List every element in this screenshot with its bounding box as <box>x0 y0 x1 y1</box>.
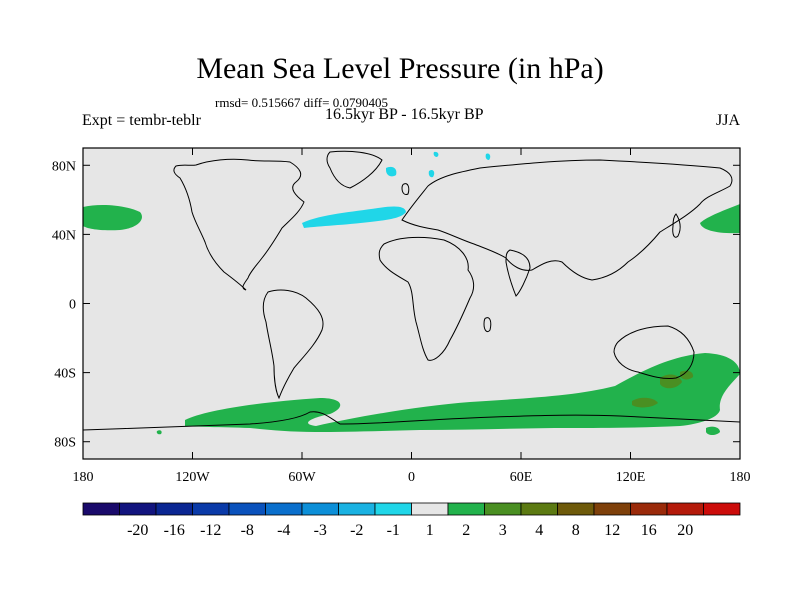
coastlines <box>83 150 740 431</box>
colorbar-swatch <box>593 502 631 516</box>
coast-europe-asia <box>401 159 733 281</box>
colorbar-swatch <box>119 502 157 516</box>
colorbar-label: 2 <box>462 522 470 539</box>
colorbar-label: -16 <box>164 522 185 539</box>
anomaly-olive-south-indian-3 <box>632 397 658 408</box>
coast-madagascar <box>483 317 492 333</box>
colorbar-swatch <box>703 502 741 516</box>
colorbar-swatch <box>374 502 412 516</box>
colorbar-label: -4 <box>277 522 290 539</box>
coast-japan <box>672 213 681 238</box>
colorbar-label: 12 <box>604 522 620 539</box>
colorbar-swatch <box>411 502 449 516</box>
coast-antarctica <box>83 411 740 431</box>
x-tick-label: 120E <box>616 470 646 485</box>
colorbar-label: 20 <box>677 522 693 539</box>
colorbar-label: -1 <box>387 522 400 539</box>
x-axis: 180 120W 60W 0 60E 120E 180 <box>73 148 751 485</box>
anomaly-cyan-svalbard <box>433 151 439 157</box>
colorbar-swatch <box>155 502 193 516</box>
x-tick-label: 180 <box>730 470 751 485</box>
x-tick-label: 60E <box>510 470 533 485</box>
anomaly-olive-south-indian-2 <box>680 370 694 380</box>
season-label: JJA <box>716 112 741 129</box>
anomaly-green-south-pacific-small <box>706 426 720 435</box>
x-tick-label: 180 <box>73 470 94 485</box>
anomaly-cyan-iceland <box>386 166 397 177</box>
colorbar-label: 4 <box>535 522 543 539</box>
y-tick-label: 80S <box>54 436 76 451</box>
colorbar-swatch <box>666 502 704 516</box>
x-tick-label: 120W <box>175 470 210 485</box>
coast-british-isles <box>401 183 410 195</box>
colorbar-swatch <box>630 502 668 516</box>
coast-africa <box>378 236 475 361</box>
colorbar-label: 8 <box>572 522 580 539</box>
y-tick-label: 40N <box>52 228 76 243</box>
colorbar-label: -8 <box>241 522 254 539</box>
anomaly-green-north-pacific-west <box>83 204 142 231</box>
colorbar-label: -20 <box>127 522 148 539</box>
period-label: 16.5kyr BP - 16.5kyr BP <box>325 106 484 123</box>
y-tick-label: 0 <box>69 298 76 313</box>
colorbar-label: -12 <box>200 522 221 539</box>
coast-australia <box>613 325 695 379</box>
anomaly-cyan-scandinavia <box>428 169 435 178</box>
colorbar-swatch <box>520 502 558 516</box>
anomaly-cyan-north-atlantic <box>302 206 406 228</box>
coast-south-america <box>262 289 324 400</box>
stats-label: rmsd= 0.515667 diff= 0.0790405 <box>215 95 388 110</box>
anomaly-green-southern-ocean-band <box>185 353 740 432</box>
x-tick-label: 60W <box>288 470 316 485</box>
colorbar-label: 3 <box>499 522 507 539</box>
colorbar-swatch <box>484 502 522 516</box>
y-axis: 80N 40N 0 40S 80S <box>52 159 740 451</box>
coast-india <box>505 249 531 297</box>
colorbar-label: 1 <box>426 522 434 539</box>
colorbar-swatch <box>557 502 595 516</box>
colorbar-swatch <box>82 502 120 516</box>
colorbar: -20 -16 -12 -8 -4 -3 -2 -1 1 2 3 4 8 12 16 20 <box>82 502 741 539</box>
x-tick-label: 0 <box>408 470 415 485</box>
anomaly-cyan-novaya <box>485 153 491 160</box>
colorbar-swatch <box>192 502 230 516</box>
colorbar-label: 16 <box>641 522 657 539</box>
colorbar-label: -3 <box>314 522 327 539</box>
y-tick-label: 40S <box>54 367 76 382</box>
y-tick-label: 80N <box>52 159 76 174</box>
colorbar-swatch <box>301 502 339 516</box>
coast-north-america <box>173 158 305 291</box>
chart-title: Mean Sea Level Pressure (in hPa) <box>196 52 604 85</box>
colorbar-swatch <box>228 502 266 516</box>
coast-greenland <box>326 150 383 189</box>
anomaly-field <box>83 150 740 435</box>
anomaly-green-north-pacific-east <box>700 204 740 234</box>
colorbar-swatch <box>265 502 303 516</box>
colorbar-swatch <box>338 502 376 516</box>
anomaly-green-dot <box>156 430 162 435</box>
colorbar-swatch <box>447 502 485 516</box>
colorbar-label: -2 <box>350 522 363 539</box>
experiment-label: Expt = tembr-teblr <box>82 112 201 129</box>
